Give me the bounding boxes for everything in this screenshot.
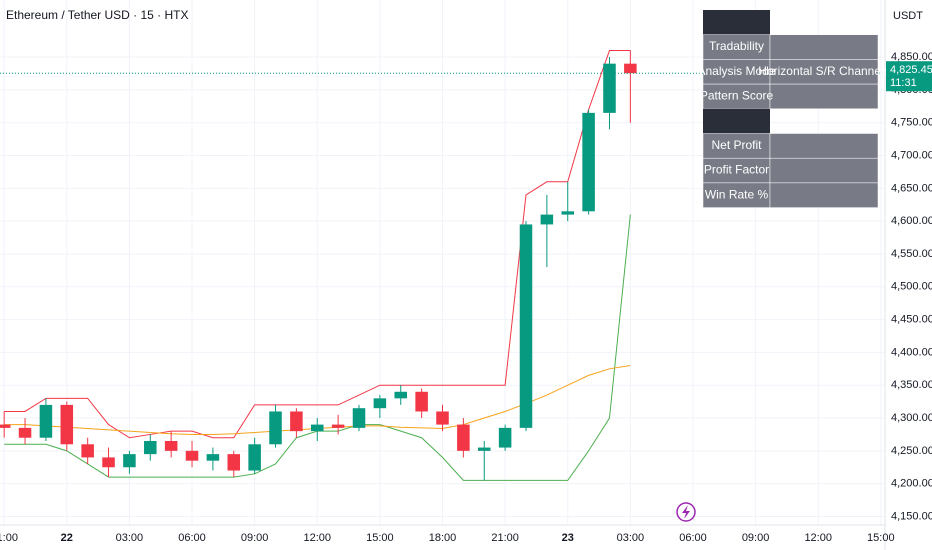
candle-body	[394, 391, 408, 399]
candle-body	[457, 424, 470, 451]
indicator-line	[4, 50, 631, 439]
table-label: Pattern Score	[700, 89, 774, 103]
price-tag-label: 4,825.45	[890, 64, 932, 76]
candle-body	[331, 424, 345, 428]
table-label: Profit Factor	[704, 163, 769, 177]
y-tick-label: 4,750.00	[891, 117, 932, 129]
candle-body	[311, 424, 324, 432]
candle-body	[123, 454, 136, 468]
table-label-cell	[702, 133, 771, 159]
candle-body	[603, 63, 616, 113]
x-tick-label: 12:00	[303, 532, 331, 544]
y-tick-label: 4,200.00	[891, 478, 932, 490]
candle-body	[81, 444, 94, 458]
table-value-cell	[769, 34, 879, 60]
y-tick-label: 4,250.00	[891, 445, 932, 457]
table-label-cell	[702, 182, 771, 208]
candle-body	[582, 112, 595, 212]
table-label: Tradability	[709, 39, 764, 53]
candle-body	[227, 454, 241, 471]
candle-body	[352, 408, 366, 428]
y-tick-label: 4,550.00	[891, 248, 932, 260]
x-tick-label: 09:00	[742, 532, 770, 544]
table-value: Horizontal S/R Channels	[758, 64, 889, 78]
table-label-cell	[702, 34, 771, 60]
candle-body	[519, 224, 533, 428]
x-tick-label: 03:00	[116, 532, 144, 544]
y-tick-label: 4,350.00	[891, 379, 932, 391]
lightning-icon	[676, 502, 696, 522]
y-tick-label: 4,450.00	[891, 314, 932, 326]
candle-body	[206, 454, 220, 461]
table-header-row	[703, 108, 770, 134]
candle-body	[39, 404, 53, 438]
table-label-cell	[702, 83, 771, 110]
x-tick-label: 18:00	[429, 532, 457, 544]
table-label: Analysis Mode	[697, 64, 775, 78]
price-countdown: 11:31	[890, 77, 917, 89]
x-tick-label: 06:00	[178, 532, 206, 544]
x-tick-label: 15:00	[867, 532, 895, 544]
axes: 4,150.00 4,200.00 4,250.00 4,300.00 4,350.00…	[0, 51, 932, 544]
table-value-cell	[769, 59, 879, 85]
candle-body	[248, 444, 261, 471]
x-tick-label: 21:00	[0, 532, 18, 544]
table-value-cell	[769, 182, 879, 208]
price-tag	[886, 61, 932, 92]
table-value-cell	[769, 83, 879, 110]
y-tick-label: 4,300.00	[891, 412, 932, 424]
candle-body	[269, 411, 282, 445]
y-tick-label: 4,400.00	[891, 346, 932, 358]
candle-body	[102, 457, 115, 468]
candle-body	[624, 63, 637, 74]
candle-body	[164, 441, 178, 451]
y-tick-label: 4,650.00	[891, 182, 932, 194]
x-tick-label: 06:00	[679, 532, 707, 544]
y-tick-label: 4,500.00	[891, 281, 932, 293]
y-axis-label: USDT	[893, 10, 923, 22]
x-tick-label: 15:00	[366, 532, 394, 544]
x-tick-label: 12:00	[804, 532, 832, 544]
table-value-cell	[769, 133, 879, 159]
candle-body	[0, 424, 11, 428]
candle-body	[477, 447, 491, 451]
table-label: Net Profit	[711, 138, 762, 152]
x-tick-label: 21:00	[491, 532, 519, 544]
y-tick-label: 4,700.00	[891, 149, 932, 161]
plot	[0, 50, 885, 481]
candle-body	[415, 391, 428, 412]
x-tick-label: 09:00	[241, 532, 269, 544]
table-header-row	[703, 10, 770, 35]
y-tick-label: 4,600.00	[891, 215, 932, 227]
candle-body	[60, 404, 74, 445]
table-label: Win Rate %	[705, 187, 769, 201]
x-tick-label: 03:00	[617, 532, 645, 544]
candle-body	[290, 411, 303, 432]
table-value-cell	[769, 157, 879, 184]
candle-body	[144, 441, 157, 455]
y-tick-label: 4,150.00	[891, 510, 932, 522]
chart-title: Ethereum / Tether USD · 15 · HTX	[6, 8, 189, 22]
candle-body	[18, 427, 32, 438]
x-tick-label: 22	[61, 532, 73, 544]
candle-body	[185, 450, 199, 461]
candle-body	[561, 211, 574, 215]
x-tick-label: 23	[562, 532, 574, 544]
candle-body	[498, 427, 512, 448]
candle-body	[436, 411, 449, 425]
candle-body	[540, 214, 554, 225]
y-tick-label: 4,850.00	[891, 51, 932, 63]
candle-body	[373, 398, 387, 409]
